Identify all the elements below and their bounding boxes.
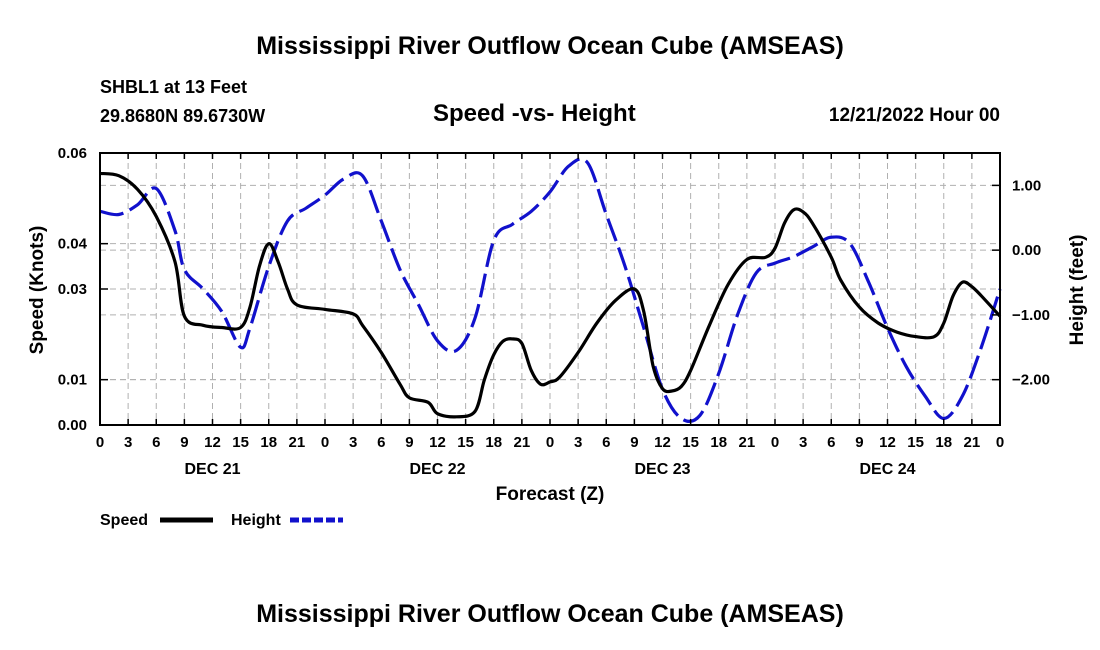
x-day-label: DEC 21: [184, 461, 240, 478]
x-tick-label: 21: [514, 434, 531, 451]
x-tick-label: 12: [654, 434, 671, 451]
x-tick-label: 6: [827, 434, 835, 451]
x-tick-label: 18: [710, 434, 727, 451]
x-tick-label: 18: [935, 434, 952, 451]
legend-label-speed: Speed: [100, 512, 148, 529]
x-tick-label: 9: [630, 434, 638, 451]
x-tick-label: 3: [574, 434, 582, 451]
footer-title: Mississippi River Outflow Ocean Cube (AM…: [256, 600, 844, 628]
x-tick-label: 21: [964, 434, 981, 451]
x-tick-label: 12: [879, 434, 896, 451]
x-tick-label: 3: [124, 434, 132, 451]
x-tick-label: 18: [485, 434, 502, 451]
x-tick-label: 15: [457, 434, 474, 451]
x-axis-label: Forecast (Z): [496, 484, 605, 505]
x-tick-label: 21: [739, 434, 756, 451]
x-day-label: DEC 22: [409, 461, 465, 478]
y-axis-left: 0.00 0.01 0.03 0.04 0.06: [58, 145, 108, 434]
x-tick-label: 0: [996, 434, 1004, 451]
x-tick-label: 6: [377, 434, 385, 451]
x-tick-label: 9: [180, 434, 188, 451]
station-coordinates: 29.8680N 89.6730W: [100, 106, 266, 126]
y2-tick-label: 0.00: [1012, 242, 1041, 259]
x-day-label: DEC 23: [634, 461, 690, 478]
y2-tick-label: 1.00: [1012, 177, 1041, 194]
x-tick-label: 0: [546, 434, 554, 451]
legend: Speed Height: [100, 512, 343, 529]
speed-height-chart: 0 3 6 9 12 15 18 21 0 3 6 9 12 15 18 21 0 3 6 9 12 15 18 21 0 3 6 9…: [27, 145, 1088, 529]
series-line-speed: [99, 171, 1002, 419]
forecast-datetime: 12/21/2022 Hour 00: [828, 105, 1000, 126]
chart-subtitle: Speed -vs- Height: [433, 100, 636, 127]
x-tick-label: 0: [771, 434, 779, 451]
y-tick-label: 0.06: [58, 145, 87, 162]
page-title: Mississippi River Outflow Ocean Cube (AM…: [256, 32, 844, 60]
x-tick-label: 18: [260, 434, 277, 451]
x-tick-label: 6: [602, 434, 610, 451]
legend-label-height: Height: [231, 512, 281, 529]
y-axis-right: 1.00 0.00 −1.00 −2.00: [992, 177, 1050, 389]
x-tick-label: 15: [907, 434, 924, 451]
x-tick-label: 0: [321, 434, 329, 451]
y2-axis-label: Height (feet): [1067, 235, 1088, 346]
y-tick-label: 0.00: [58, 417, 87, 434]
x-day-label: DEC 24: [859, 461, 915, 478]
x-tick-label: 12: [429, 434, 446, 451]
y2-tick-label: −1.00: [1012, 307, 1050, 324]
x-tick-label: 15: [232, 434, 249, 451]
x-tick-label: 21: [289, 434, 306, 451]
x-tick-label: 12: [204, 434, 221, 451]
grid-lines: [100, 153, 1000, 425]
x-tick-label: 9: [855, 434, 863, 451]
x-tick-label: 3: [799, 434, 807, 451]
y-tick-label: 0.04: [58, 236, 88, 253]
y-tick-label: 0.01: [58, 372, 87, 389]
series-line-height: [99, 157, 1002, 423]
station-label: SHBL1 at 13 Feet: [100, 77, 248, 97]
series-group: [99, 157, 1002, 423]
y-axis-label: Speed (Knots): [27, 226, 48, 355]
y2-tick-label: −2.00: [1012, 372, 1050, 389]
x-tick-label: 9: [405, 434, 413, 451]
x-tick-label: 0: [96, 434, 104, 451]
x-axis: 0 3 6 9 12 15 18 21 0 3 6 9 12 15 18 21 0 3 6 9 12 15 18 21 0 3 6 9…: [96, 153, 1004, 478]
x-tick-label: 3: [349, 434, 357, 451]
x-tick-label: 15: [682, 434, 699, 451]
y-tick-label: 0.03: [58, 281, 87, 298]
x-tick-label: 6: [152, 434, 160, 451]
